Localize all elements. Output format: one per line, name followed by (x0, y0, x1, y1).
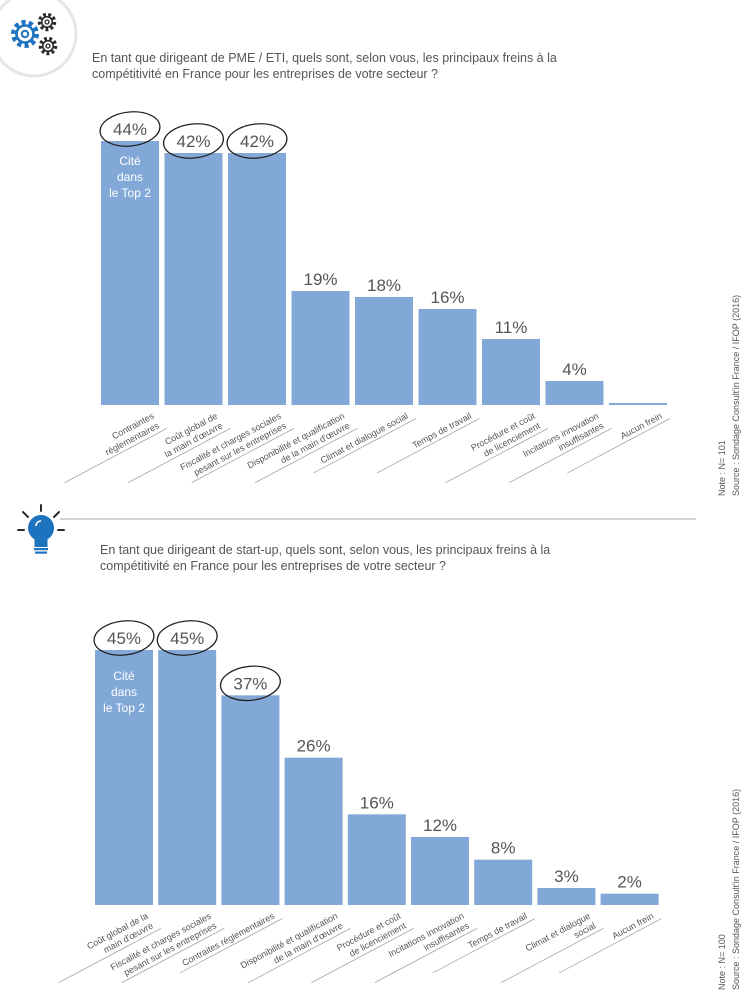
category-underline (508, 427, 612, 484)
bar (347, 814, 406, 905)
top2-label: dans (111, 685, 137, 699)
category-underline (191, 427, 295, 484)
category-underline (376, 418, 480, 474)
bar (411, 837, 469, 905)
value-label: 2% (617, 873, 642, 892)
bar (537, 888, 596, 905)
bar (355, 297, 413, 405)
gears-icon-badge (0, 0, 78, 78)
value-label: 45% (170, 629, 204, 648)
category-underline (311, 927, 414, 984)
bar (284, 757, 343, 905)
category-underline (58, 927, 162, 984)
category-underline (127, 427, 231, 484)
category-underline (432, 918, 536, 974)
category-underline (64, 427, 168, 484)
value-label: 18% (367, 276, 401, 295)
chart-1-question-line-1: En tant que dirigeant de PME / ETI, quel… (92, 51, 557, 65)
bar (101, 141, 159, 405)
category-label-line: Temps de travail (411, 411, 474, 451)
value-label: 16% (360, 793, 394, 812)
bar (545, 381, 604, 405)
bar (482, 339, 540, 405)
chart-2-question-line-1: En tant que dirigeant de start-up, quels… (100, 543, 550, 557)
top2-label: dans (117, 170, 143, 184)
highlight-circle (156, 620, 218, 656)
top2-label: le Top 2 (109, 186, 151, 200)
gears-icon (11, 12, 58, 56)
category-underline (567, 418, 671, 474)
top2-label: Cité (119, 154, 141, 168)
bar (221, 695, 280, 905)
category-label-line: Aucun frein (610, 911, 655, 941)
highlight-circle (99, 111, 161, 147)
category-underline (500, 927, 604, 984)
bar (164, 153, 223, 405)
chart-1-question-line-2: compétitivité en France pour les entrepr… (92, 67, 438, 81)
top2-label: Cité (113, 669, 135, 683)
bar (609, 403, 667, 405)
chart-2-note: Note : N= 100 (717, 934, 727, 990)
bar (600, 893, 659, 905)
value-label: 4% (562, 360, 587, 379)
bar (95, 650, 153, 905)
category-underline (248, 927, 351, 984)
value-label: 45% (107, 629, 141, 648)
highlight-circle (219, 665, 281, 702)
highlight-circle (226, 123, 288, 159)
category-underline (254, 427, 358, 484)
category-label-line: Temps de travail (466, 911, 529, 951)
chart-1-note: Note : N= 101 (717, 440, 727, 496)
highlight-circle (162, 123, 225, 159)
chart-2-source: Source : Sondage Consult'in France / IFO… (731, 789, 741, 990)
top2-label: le Top 2 (103, 701, 145, 715)
category-underline (313, 418, 417, 474)
category-label: Temps de travail (376, 411, 480, 474)
category-label: Aucun frein (558, 911, 662, 974)
bar (291, 291, 350, 405)
category-underline (121, 927, 225, 984)
bar (474, 859, 533, 905)
value-label: 16% (430, 288, 464, 307)
category-underline (558, 918, 662, 974)
bar (158, 650, 217, 905)
value-label: 19% (303, 270, 337, 289)
highlight-circle (93, 620, 155, 656)
chart-2-question-line-2: compétitivité en France pour les entrepr… (100, 559, 446, 573)
chart-1-source: Source : Sondage Consult'in France / IFO… (731, 295, 741, 496)
bar (418, 309, 477, 405)
value-label: 26% (297, 737, 331, 756)
value-label: 8% (491, 839, 516, 858)
value-label: 12% (423, 816, 457, 835)
value-label: 44% (113, 120, 147, 139)
lightbulb-icon (17, 504, 65, 554)
value-label: 42% (176, 132, 210, 151)
category-underline (179, 918, 283, 974)
value-label: 11% (495, 318, 528, 337)
category-label-line: Aucun frein (619, 411, 664, 441)
bar (228, 153, 286, 405)
value-label: 42% (240, 132, 274, 151)
value-label: 37% (233, 674, 267, 693)
value-label: 3% (554, 867, 579, 886)
category-underline (445, 427, 549, 484)
category-underline (374, 927, 478, 984)
